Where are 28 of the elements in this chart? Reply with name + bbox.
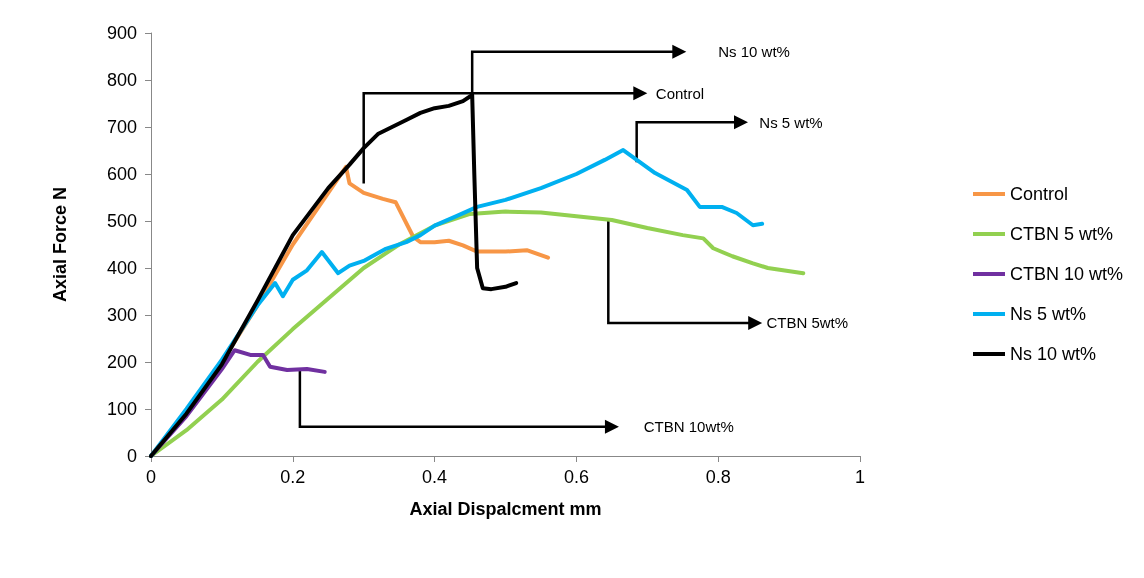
x-tick-label: 0.8	[705, 467, 731, 487]
y-tick-label: 300	[106, 305, 137, 325]
annotation: Ns 10 wt%	[718, 43, 790, 61]
legend-label: CTBN 10 wt%	[1010, 264, 1124, 284]
y-tick-label: 400	[106, 258, 137, 278]
annotation: CTBN 10wt%	[643, 418, 734, 436]
y-tick-label: 700	[106, 117, 137, 137]
annotation: Ns 5 wt%	[759, 113, 823, 131]
y-tick-label: 800	[106, 70, 137, 90]
y-tick-label: 100	[106, 399, 137, 419]
legend-label: Control	[1010, 184, 1069, 204]
legend-label: Ns 10 wt%	[1010, 344, 1097, 364]
x-tick-label: 0.4	[422, 467, 448, 487]
x-tick-label: 0.2	[280, 467, 306, 487]
y-tick-label: 900	[106, 23, 137, 43]
x-axis-title: Axial Dispalcment mm	[409, 499, 602, 519]
y-tick-label: 600	[106, 164, 137, 184]
annotation: Control	[655, 84, 705, 102]
x-tick-label: 1	[854, 467, 866, 487]
x-tick-label: 0.6	[563, 467, 589, 487]
x-tick-label: 0	[145, 467, 157, 487]
legend-label: Ns 5 wt%	[1010, 304, 1087, 324]
y-tick-label: 0	[126, 446, 137, 466]
legend-label: CTBN 5 wt%	[1010, 224, 1114, 244]
y-tick-label: 500	[106, 211, 137, 231]
y-axis-title: Axial Force N	[50, 186, 70, 303]
y-tick-label: 200	[106, 352, 137, 372]
annotation: CTBN 5wt%	[766, 314, 849, 332]
